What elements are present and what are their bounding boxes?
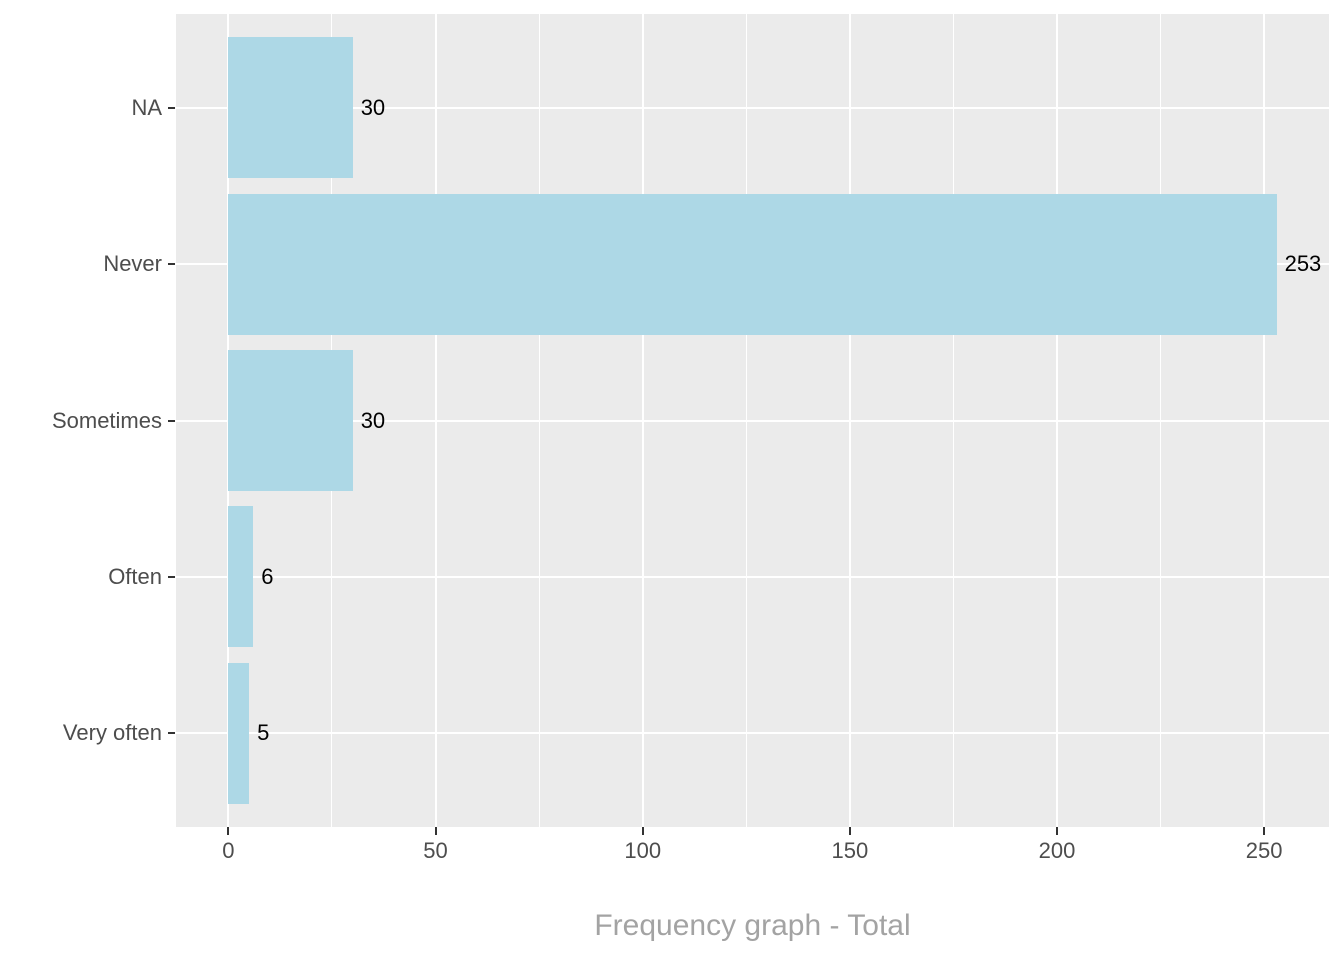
major-gridline-y — [176, 419, 1329, 422]
bar-value-label: 6 — [261, 563, 274, 589]
x-axis-label: 100 — [624, 838, 662, 863]
bar-value-label: 30 — [360, 407, 386, 433]
major-gridline-y — [176, 732, 1329, 735]
bar-value-label: 253 — [1284, 251, 1322, 277]
x-tick — [1056, 827, 1058, 835]
y-axis-label: Very often — [62, 720, 162, 746]
x-tick — [1263, 827, 1266, 835]
x-axis-label: 0 — [222, 838, 235, 863]
y-axis-label: Sometimes — [51, 407, 162, 433]
y-tick — [168, 263, 175, 266]
x-tick — [848, 827, 851, 835]
x-axis-label: 200 — [1038, 838, 1076, 863]
bar-sometimes — [228, 350, 353, 491]
y-axis-label: NA — [131, 94, 162, 120]
y-tick — [168, 732, 175, 735]
major-gridline-y — [176, 106, 1329, 109]
bar-na — [228, 37, 353, 179]
x-axis-label: 50 — [423, 838, 448, 863]
x-axis-label: 250 — [1245, 838, 1283, 863]
major-gridline-y — [176, 575, 1329, 578]
y-tick — [168, 419, 175, 422]
bar-never — [228, 193, 1277, 335]
bar-value-label: 5 — [257, 720, 270, 746]
x-axis-title: Frequency graph - Total — [594, 909, 911, 942]
x-tick — [434, 827, 437, 835]
y-axis-label: Never — [103, 251, 162, 277]
y-axis-label: Often — [108, 563, 162, 589]
x-axis-label: 150 — [831, 838, 869, 863]
bar-often — [228, 506, 254, 648]
x-tick — [227, 827, 230, 835]
x-tick — [641, 827, 644, 835]
bar-very-often — [228, 662, 250, 804]
y-tick — [168, 106, 175, 109]
bar-value-label: 30 — [360, 94, 386, 120]
y-tick — [168, 575, 175, 578]
